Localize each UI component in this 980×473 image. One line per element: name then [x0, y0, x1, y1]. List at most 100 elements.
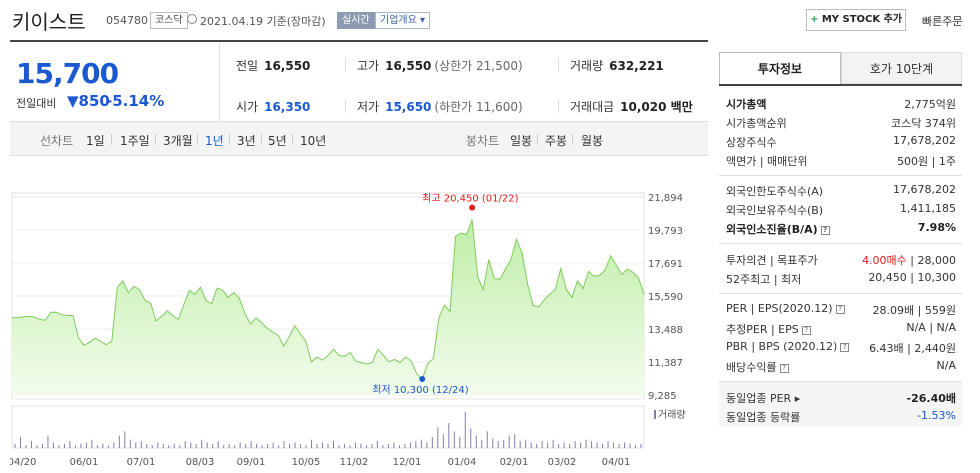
- x-tick-label: 04/20: [10, 457, 36, 468]
- realtime-badge[interactable]: 실시간: [337, 12, 375, 29]
- info-value: 6.43배 | 2,440원: [869, 342, 956, 355]
- current-price: 15,700: [16, 57, 119, 90]
- candle-chart-label: 봉차트: [466, 134, 500, 148]
- info-key: 액면가 | 매매단위: [726, 155, 808, 168]
- divider: [537, 134, 538, 145]
- diff-value-text: 850: [78, 92, 110, 110]
- target-value: | 28,000: [910, 254, 956, 267]
- invest-info-panel: 투자정보 호가 10단계 시가총액 2,775억원 시가총액순위 코스닥 374위 …: [719, 52, 962, 471]
- info-row: 배당수익률? N/A: [726, 357, 956, 375]
- info-value: 1,411,185: [900, 202, 956, 215]
- market-badge: 코스닥: [150, 12, 188, 29]
- quote-prev: 전일 16,550: [236, 57, 310, 74]
- info-value: N/A: [936, 359, 956, 372]
- candle-daily[interactable]: 일봉: [510, 134, 533, 148]
- info-key: 시가총액순위: [726, 117, 787, 130]
- min-label: 최저 10,300 (12/24): [372, 384, 468, 396]
- info-key-text: 추정PER | EPS: [726, 323, 799, 336]
- line-chart-label: 선차트: [40, 134, 74, 148]
- volume-legend-swatch: [654, 410, 656, 419]
- x-tick-label: 06/01: [70, 457, 99, 468]
- info-key-text: 외국인소진율(B/A): [726, 223, 818, 236]
- x-tick-label: 04/01: [602, 457, 631, 468]
- quote-open: 시가 16,350: [236, 98, 310, 115]
- quote-open-label: 시가: [236, 100, 259, 114]
- divider: [719, 293, 962, 294]
- period-5y[interactable]: 5년: [268, 134, 287, 148]
- info-row: 시가총액 2,775억원: [726, 94, 956, 112]
- period-10y[interactable]: 10년: [300, 134, 327, 148]
- candle-monthly[interactable]: 월봉: [581, 134, 604, 148]
- info-value: 2,775억원: [904, 98, 956, 111]
- divider: [719, 243, 962, 244]
- price-summary: 15,700 전일대비 ▼850 -5.14%: [10, 42, 220, 122]
- quote-table: 전일 16,550 고가 16,550 (상한가 21,500) 거래량 632,221…: [220, 42, 708, 122]
- info-row: 동일업종 등락률 -1.53%: [726, 407, 956, 425]
- info-value: 17,678,202: [893, 183, 956, 196]
- divider: [155, 134, 156, 145]
- period-1d[interactable]: 1일: [86, 134, 105, 148]
- price-chart[interactable]: 21,894 19,793 17,691 15,590 13,488 11,387 9,28…: [10, 156, 708, 473]
- x-tick-label: 02/01: [500, 457, 529, 468]
- info-key: 외국인소진율(B/A)?: [726, 221, 830, 237]
- quote-open-value: 16,350: [264, 100, 311, 114]
- help-icon[interactable]: ?: [840, 342, 850, 352]
- y-tick-label: 21,894: [648, 193, 683, 204]
- info-row: 외국인보유주식수(B) 1,411,185: [726, 200, 956, 218]
- y-tick-label: 17,691: [648, 259, 683, 270]
- info-key: 외국인보유주식수(B): [726, 204, 824, 217]
- divider: [719, 381, 962, 382]
- company-info-dropdown[interactable]: 기업개요 ▾: [375, 12, 430, 29]
- plus-icon: +: [809, 14, 822, 25]
- help-icon[interactable]: ?: [779, 363, 789, 373]
- quote-high-limit: (상한가 21,500): [434, 59, 523, 73]
- divider: [345, 58, 346, 72]
- arrow-right-icon: ▸: [791, 392, 801, 405]
- y-tick-label: 11,387: [648, 358, 683, 369]
- quick-order-button[interactable]: 빠른주문: [922, 15, 963, 28]
- help-icon[interactable]: ?: [801, 325, 811, 335]
- info-key: 동일업종 등락률: [726, 411, 801, 424]
- divider: [111, 134, 112, 145]
- quote-volume-label: 거래량: [570, 59, 604, 73]
- help-icon[interactable]: ?: [835, 304, 845, 314]
- info-key: 투자의견 | 목표주가: [726, 254, 818, 267]
- info-key: 배당수익률?: [726, 359, 789, 375]
- diff-label: 전일대비: [16, 97, 57, 110]
- add-mystock-button[interactable]: + MY STOCK 추가: [806, 9, 906, 31]
- info-row: 외국인한도주식수(A) 17,678,202: [726, 181, 956, 199]
- info-value: 28.09배 | 559원: [872, 304, 956, 317]
- diff-value: ▼850: [67, 92, 110, 110]
- info-key: 상장주식수: [726, 136, 777, 149]
- quote-volume: 거래량 632,221: [570, 57, 664, 74]
- help-icon[interactable]: ?: [820, 225, 830, 235]
- x-tick-label: 10/05: [292, 457, 321, 468]
- tab-hoga[interactable]: 호가 10단계: [841, 52, 962, 84]
- info-value: -1.53%: [917, 409, 956, 422]
- candle-weekly[interactable]: 주봉: [545, 134, 568, 148]
- info-key-text: 배당수익률: [726, 361, 777, 374]
- divider: [292, 134, 293, 145]
- period-3m[interactable]: 3개월: [163, 134, 193, 148]
- period-1y[interactable]: 1년: [205, 134, 224, 148]
- quote-volume-value: 632,221: [609, 59, 664, 73]
- x-tick-label: 11/02: [340, 457, 369, 468]
- info-key-text: PBR | BPS (2020.12): [726, 340, 838, 353]
- period-1w[interactable]: 1주일: [120, 134, 150, 148]
- info-row: PER | EPS(2020.12)? 28.09배 | 559원: [726, 300, 956, 318]
- quote-prev-value: 16,550: [264, 59, 311, 73]
- info-key: PER | EPS(2020.12)?: [726, 302, 845, 315]
- y-tick-label: 15,590: [648, 292, 683, 303]
- info-rows: 시가총액 2,775억원 시가총액순위 코스닥 374위 상장주식수 17,678,2…: [719, 84, 962, 426]
- info-row: 52주최고 | 최저 20,450 | 10,300: [726, 269, 956, 287]
- down-triangle-icon: ▼: [67, 92, 79, 110]
- quote-amount-label: 거래대금: [570, 100, 615, 114]
- info-value: N/A | N/A: [906, 321, 956, 334]
- x-tick-label: 07/01: [127, 457, 156, 468]
- x-tick-label: 12/01: [393, 457, 422, 468]
- period-selector: 선차트 1일 1주일 3개월 1년 3년 5년 10년 봉차트 일봉 주봉 월봉: [10, 122, 708, 156]
- tab-invest-info[interactable]: 투자정보: [719, 52, 841, 84]
- period-3y[interactable]: 3년: [237, 134, 256, 148]
- info-row: 시가총액순위 코스닥 374위: [726, 113, 956, 131]
- diff-rate: -5.14%: [106, 92, 165, 110]
